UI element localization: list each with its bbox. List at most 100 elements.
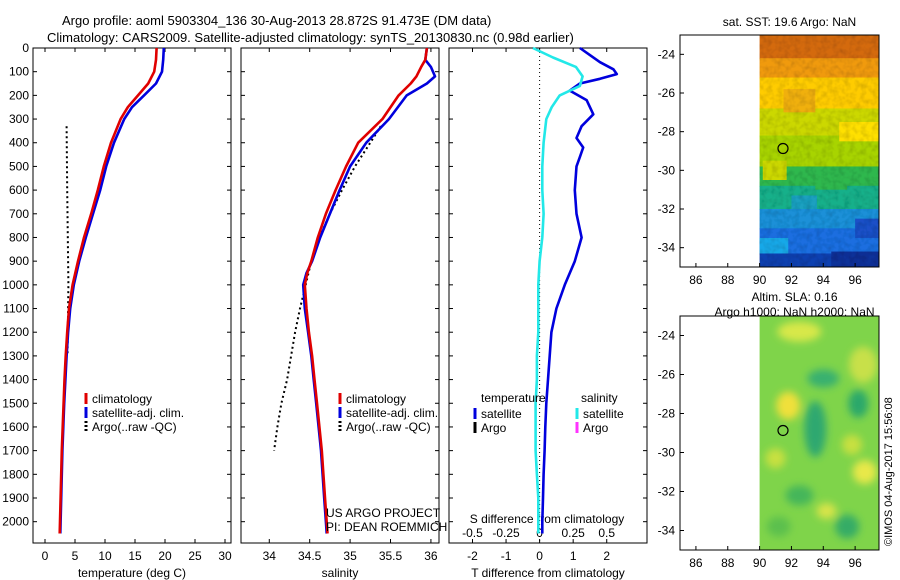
sal-series-climatology — [303, 47, 429, 534]
temp-xtick-label: 10 — [98, 549, 112, 563]
diff-xtick-label: 2 — [603, 549, 610, 563]
sst-band — [759, 35, 879, 60]
diff-temp-legend-label: Argo — [481, 421, 507, 435]
sla-xtick-label: 88 — [721, 556, 735, 570]
sst-band — [759, 209, 879, 230]
temp-frame — [32, 47, 232, 544]
sal-xtick-label: 35.5 — [379, 549, 403, 563]
sla-anomaly — [849, 346, 878, 383]
temp-ytick-label: 1600 — [2, 420, 29, 434]
diff-sal-legend-label: Argo — [583, 421, 609, 435]
temp-ytick-label: 200 — [9, 88, 29, 102]
temp-ytick-label: 300 — [9, 112, 29, 126]
sla-anomaly — [785, 485, 814, 506]
temp-xtick-label: 25 — [188, 549, 202, 563]
temp-ytick-label: 1100 — [3, 302, 29, 316]
sst-patch — [791, 195, 817, 209]
sla-anomaly — [777, 321, 822, 342]
diff-top-axis-label: S difference from climatology — [470, 512, 625, 526]
diff-temp-legend-label: satellite — [481, 407, 522, 421]
sla-anomaly — [804, 401, 827, 458]
sla-blobs — [765, 321, 878, 539]
sla-ytick-label: -26 — [658, 368, 676, 382]
sla-anomaly — [852, 460, 877, 484]
sla-xtick-label: 92 — [785, 556, 799, 570]
sla-xtick-label: 96 — [848, 556, 862, 570]
temp-ytick-label: 1300 — [2, 349, 29, 363]
sla-argo-marker — [777, 424, 789, 437]
sla-anomaly — [848, 389, 869, 418]
temp-ytick-label: 1400 — [2, 373, 29, 387]
sla-anomaly — [766, 516, 791, 537]
diff-frame — [448, 47, 648, 544]
temp-ytick-label: 400 — [9, 136, 29, 150]
sst-band — [759, 77, 879, 110]
temp-legend-label: climatology — [92, 392, 152, 406]
sst-patch — [783, 89, 816, 113]
sla-anomaly — [841, 434, 862, 455]
temp-xtick-label: 0 — [42, 549, 49, 563]
sst-title: sat. SST: 19.6 Argo: NaN — [723, 15, 856, 29]
sst-field — [759, 35, 879, 267]
diff-top-tick-label: -0.25 — [492, 526, 520, 540]
temp-xtick-label: 30 — [218, 549, 232, 563]
diff-series-salinity-satellite — [532, 46, 584, 534]
temp-xtick-label: 15 — [128, 549, 142, 563]
sal-annotation-pi: PI: DEAN ROEMMICH — [326, 520, 447, 534]
sla-anomaly — [816, 503, 837, 519]
sal-xlabel: salinity — [322, 566, 359, 580]
sal-legend-label: climatology — [346, 392, 406, 406]
sla-anomaly — [807, 369, 840, 388]
sla-field — [759, 316, 879, 550]
diff-xtick-label: -2 — [467, 549, 478, 563]
sst-xtick-label: 90 — [753, 273, 767, 287]
temp-ytick-label: 2000 — [2, 515, 29, 529]
sst-xtick-label: 94 — [817, 273, 831, 287]
diff-xtick-label: -1 — [501, 549, 512, 563]
temp-ytick-label: 600 — [9, 183, 29, 197]
temp-ytick-label: 1800 — [2, 467, 29, 481]
figure-subtitle: Climatology: CARS2009. Satellite-adjuste… — [47, 30, 574, 45]
temp-series-satellite-adj-clim- — [59, 47, 166, 534]
sst-patch — [759, 238, 789, 254]
diff-sal-legend-label: satellite — [583, 407, 624, 421]
sla-frame — [679, 315, 880, 551]
sst-ytick-label: -24 — [658, 47, 676, 61]
sla-ytick-label: -24 — [658, 329, 676, 343]
sst-ytick-label: -30 — [658, 163, 676, 177]
temp-ytick-label: 1200 — [2, 325, 29, 339]
sal-frame — [240, 47, 440, 544]
temp-series-climatology — [58, 47, 158, 534]
sst-xtick-label: 96 — [848, 273, 862, 287]
sal-xtick-label: 34.5 — [298, 549, 322, 563]
diff-legend-title-temperature: temperature — [481, 391, 546, 405]
credit-text: ©IMOS 04-Aug-2017 15:56:08 — [883, 397, 895, 546]
diff-top-tick-label: 0.25 — [561, 526, 585, 540]
sal-annotation-project: US ARGO PROJECT — [326, 506, 441, 520]
sst-frame — [679, 34, 880, 268]
temp-legend-label: Argo(..raw -QC) — [92, 420, 177, 434]
sst-band — [759, 185, 879, 210]
sst-patch — [815, 174, 848, 190]
sst-patch — [762, 160, 787, 180]
diff-top-tick-label: 0.5 — [598, 526, 615, 540]
sst-xtick-label: 92 — [785, 273, 799, 287]
sla-ytick-label: -28 — [658, 407, 676, 421]
sla-ytick-label: -32 — [658, 485, 676, 499]
temp-xtick-label: 20 — [158, 549, 172, 563]
sla-xtick-label: 86 — [689, 556, 703, 570]
diff-top-tick-label: -0.5 — [462, 526, 483, 540]
temp-ytick-label: 1000 — [2, 278, 29, 292]
sst-xtick-label: 86 — [689, 273, 703, 287]
sst-argo-marker — [777, 142, 789, 155]
sst-patch — [831, 251, 879, 267]
sst-patch — [839, 122, 879, 142]
sal-legend-label: satellite-adj. clim. — [346, 406, 438, 420]
sal-xtick-label: 34 — [263, 549, 277, 563]
sal-xtick-label: 36 — [424, 549, 438, 563]
sla-ytick-label: -30 — [658, 446, 676, 460]
temp-xlabel: temperature (deg C) — [78, 566, 186, 580]
diff-xlabel: T difference from climatology — [471, 566, 625, 580]
diff-xtick-label: 0 — [536, 549, 543, 563]
